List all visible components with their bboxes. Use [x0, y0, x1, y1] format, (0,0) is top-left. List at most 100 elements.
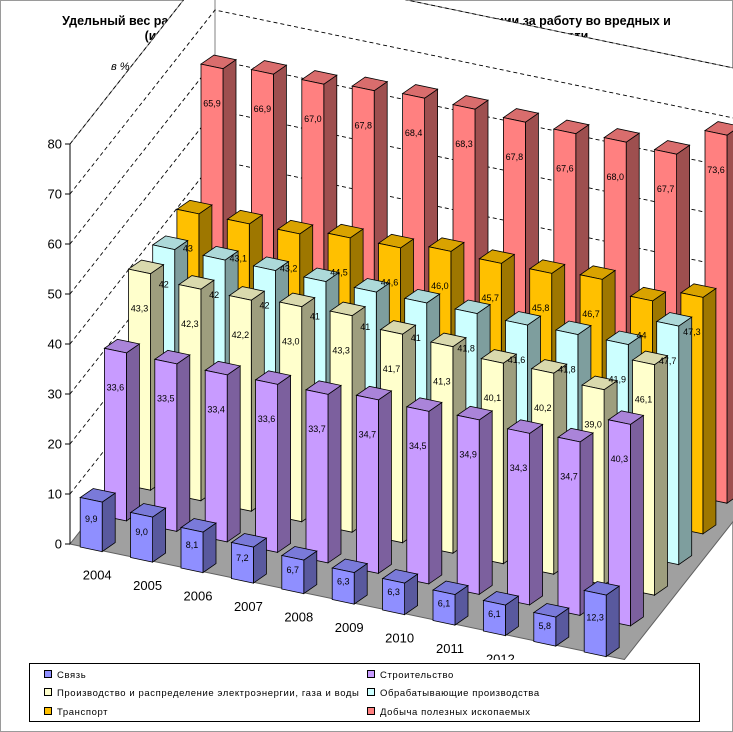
y-tick-label: 50 — [48, 287, 62, 302]
data-label: 41,9 — [609, 374, 627, 384]
chart-plot-3d: 0 10 20 30 40 50 60 70 80 2004 2005 2006 2007 2008 200… — [48, 0, 733, 660]
bar — [79, 488, 117, 553]
data-label: 34,7 — [560, 472, 578, 482]
bar — [583, 581, 621, 658]
data-label: 34,3 — [510, 463, 528, 473]
x-tick-label: 2008 — [284, 609, 313, 624]
bar — [129, 503, 167, 563]
data-label: 7,2 — [236, 553, 249, 563]
bar-side — [529, 423, 543, 606]
data-label: 41,8 — [457, 343, 475, 353]
gridline — [69, 9, 733, 195]
data-label: 40,3 — [611, 454, 629, 464]
bar-front — [154, 358, 178, 532]
y-tick-label: 30 — [48, 387, 62, 402]
data-label: 47,7 — [659, 356, 677, 366]
bar — [456, 405, 494, 596]
data-label: 42 — [259, 300, 269, 310]
legend-item: Производство и распределение электроэнер… — [44, 688, 359, 699]
data-label: 41 — [310, 311, 320, 321]
legend-label: Транспорт — [57, 707, 109, 718]
x-tick-label: 2011 — [436, 641, 464, 656]
bar-side — [176, 354, 191, 533]
bar-side — [702, 287, 717, 535]
data-label: 44,5 — [330, 268, 348, 278]
data-label: 68,0 — [606, 172, 624, 182]
bar-side — [630, 414, 644, 627]
data-label: 45,8 — [532, 303, 550, 313]
data-label: 43,3 — [332, 345, 350, 355]
bar-front — [507, 428, 530, 606]
data-label: 43,1 — [230, 254, 248, 264]
data-label: 67,8 — [354, 120, 372, 130]
bar-front — [432, 589, 456, 626]
bar-front — [180, 527, 204, 574]
data-label: 33,6 — [258, 414, 276, 424]
data-label: 34,7 — [359, 430, 377, 440]
data-label: 5,8 — [539, 621, 552, 631]
data-label: 6,1 — [488, 609, 501, 619]
data-label: 8,1 — [186, 540, 199, 550]
legend-swatch — [44, 670, 52, 679]
data-label: 42,2 — [232, 330, 250, 340]
bar — [331, 558, 369, 605]
data-label: 45,7 — [482, 293, 500, 303]
x-tick-label: 2006 — [184, 588, 213, 603]
bar-side — [726, 130, 733, 504]
data-label: 9,0 — [135, 527, 148, 537]
legend-item: Связь — [44, 670, 86, 681]
bar-side — [327, 384, 342, 564]
bars — [79, 54, 733, 658]
legend-item: Добыча полезных ископаемых — [367, 707, 531, 718]
bar-front — [382, 578, 406, 616]
bar-side — [428, 401, 443, 585]
bar-side — [101, 492, 116, 553]
data-label: 43 — [183, 244, 193, 254]
bar-front — [79, 497, 103, 553]
chart-legend: Связь Строительство Производство и распред… — [29, 663, 700, 722]
data-label: 68,4 — [405, 128, 423, 138]
data-label: 46,0 — [431, 281, 449, 291]
legend-item: Транспорт — [44, 707, 108, 718]
x-tick-label: 2010 — [385, 630, 414, 645]
y-tick-label: 60 — [48, 237, 62, 252]
bar-front — [230, 542, 254, 584]
bar-front — [557, 436, 581, 616]
x-tick-label: 2004 — [83, 567, 112, 582]
bar-side — [654, 354, 668, 596]
bar-front — [608, 419, 631, 627]
bar-front — [355, 394, 379, 574]
bar-front — [456, 414, 480, 595]
bar-front — [130, 512, 154, 563]
data-label: 67,0 — [304, 114, 322, 124]
data-label: 34,9 — [459, 450, 477, 460]
data-label: 33,7 — [308, 424, 326, 434]
y-tick-label: 40 — [48, 337, 62, 352]
bar-side — [126, 343, 140, 522]
legend-label: Обрабатывающие производства — [380, 688, 540, 699]
legend-label: Строительство — [380, 670, 454, 681]
bar — [103, 338, 141, 522]
y-tick-label: 10 — [48, 487, 62, 502]
data-label: 67,7 — [657, 184, 675, 194]
data-label: 40,2 — [534, 403, 552, 413]
x-tick-label: 2007 — [234, 599, 263, 614]
bar-front — [281, 555, 305, 595]
data-label: 6,3 — [387, 587, 400, 597]
legend-swatch — [367, 670, 375, 679]
bar-side — [678, 316, 693, 566]
data-label: 40,1 — [484, 393, 502, 403]
data-label: 42 — [209, 290, 219, 300]
data-label: 33,5 — [157, 394, 175, 404]
data-label: 33,4 — [207, 405, 225, 415]
gridline — [69, 0, 733, 145]
data-label: 44,6 — [381, 278, 399, 288]
legend-item: Обрабатывающие производства — [367, 688, 540, 699]
data-label: 43,0 — [282, 336, 300, 346]
bar — [280, 546, 318, 595]
y-axis: 0 10 20 30 40 50 60 70 80 — [48, 137, 70, 552]
bar-side — [478, 410, 493, 596]
bar — [180, 518, 217, 574]
bar — [305, 380, 342, 564]
data-label: 46,1 — [635, 394, 653, 404]
